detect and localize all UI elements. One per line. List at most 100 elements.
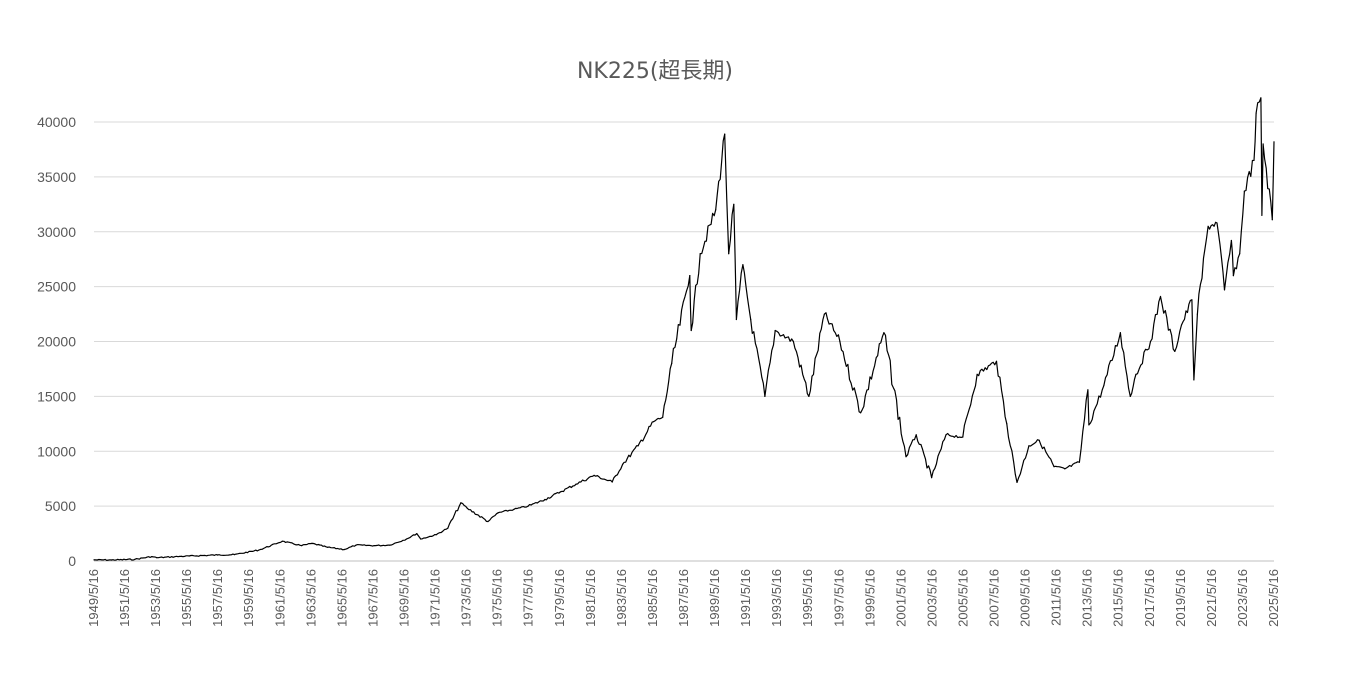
data-point — [1028, 445, 1030, 447]
y-tick-label: 20000 — [37, 334, 76, 350]
data-point — [1253, 159, 1255, 161]
y-tick-label: 0 — [68, 553, 76, 569]
data-point — [653, 421, 655, 423]
y-tick-label: 10000 — [37, 443, 76, 459]
data-point — [389, 544, 391, 546]
x-tick-label: 1993/5/16 — [769, 569, 784, 627]
data-point — [420, 538, 422, 540]
data-point — [497, 512, 499, 514]
x-tick-label: 1975/5/16 — [490, 569, 505, 627]
data-point — [110, 559, 113, 561]
data-point — [301, 545, 303, 547]
data-point — [233, 554, 235, 556]
data-point — [839, 340, 841, 343]
data-point — [945, 434, 947, 436]
x-tick-label: 1995/5/16 — [800, 569, 815, 627]
data-point — [671, 362, 673, 364]
y-tick-labels: 0 5000 10000 15000 20000 25000 30000 35000 40000 — [37, 114, 76, 569]
data-point — [735, 318, 738, 321]
data-point — [1207, 225, 1209, 227]
data-point — [343, 548, 345, 551]
x-tick-label: 1961/5/16 — [272, 569, 287, 627]
data-point — [575, 483, 577, 485]
x-tick-label: 1949/5/16 — [86, 569, 101, 627]
x-tick-label: 1967/5/16 — [365, 569, 380, 627]
grid-lines — [94, 121, 1274, 507]
data-point — [689, 275, 691, 277]
y-tick-label: 5000 — [45, 498, 76, 514]
data-point — [976, 373, 978, 375]
x-tick-label: 1977/5/16 — [521, 569, 536, 627]
x-tick-label: 1999/5/16 — [862, 569, 877, 627]
data-point — [435, 534, 437, 536]
x-tick-label: 1997/5/16 — [831, 569, 846, 627]
x-tick-label: 2017/5/16 — [1142, 569, 1157, 627]
data-point — [1180, 324, 1183, 326]
data-point — [1135, 373, 1137, 375]
data-point — [258, 549, 260, 551]
data-point — [1064, 468, 1066, 470]
data-point — [180, 555, 182, 558]
data-point — [217, 554, 219, 556]
data-point — [1193, 379, 1195, 381]
data-point — [1174, 350, 1176, 352]
data-point — [1191, 299, 1193, 301]
x-tick-label: 2023/5/16 — [1235, 569, 1250, 627]
data-point — [1260, 97, 1262, 99]
x-tick-label: 1991/5/16 — [738, 569, 753, 627]
data-point — [733, 203, 735, 205]
data-point — [593, 474, 595, 476]
data-point — [724, 133, 726, 135]
data-point — [1271, 219, 1273, 221]
data-point — [487, 520, 489, 523]
x-tick-label: 2001/5/16 — [893, 569, 908, 627]
data-point — [416, 533, 418, 535]
data-point — [915, 434, 917, 436]
data-point — [151, 556, 153, 558]
data-point — [622, 463, 624, 465]
x-tick-label: 1951/5/16 — [117, 569, 132, 627]
data-point — [466, 507, 468, 509]
data-point — [513, 508, 515, 510]
data-point — [774, 329, 776, 332]
data-point — [1087, 389, 1089, 391]
x-tick-label: 2019/5/16 — [1173, 569, 1188, 627]
data-point — [355, 544, 357, 546]
data-point — [792, 340, 795, 343]
data-point — [905, 456, 907, 458]
data-point — [281, 540, 283, 542]
data-point — [1239, 253, 1241, 255]
x-tick-label: 1959/5/16 — [241, 569, 256, 627]
data-point — [637, 445, 639, 447]
data-point — [327, 546, 329, 548]
x-tick-label: 1969/5/16 — [397, 569, 412, 627]
data-point — [373, 545, 375, 547]
data-point — [1243, 190, 1245, 192]
x-tick-label: 1971/5/16 — [428, 569, 443, 627]
y-tick-label: 25000 — [37, 279, 76, 295]
x-tick-label: 1953/5/16 — [148, 569, 163, 627]
data-point — [1273, 141, 1275, 143]
data-point — [460, 502, 462, 504]
x-tick-label: 1963/5/16 — [303, 569, 318, 627]
data-point — [860, 412, 862, 414]
data-point — [1119, 332, 1121, 334]
data-point — [728, 253, 730, 255]
chart-title: NK225(超長期) — [577, 59, 733, 84]
x-tick-label: 2007/5/16 — [987, 569, 1002, 627]
data-point — [1078, 461, 1080, 463]
data-point — [995, 360, 998, 362]
y-tick-label: 30000 — [37, 224, 76, 240]
data-point — [1232, 275, 1234, 277]
data-point — [1038, 439, 1040, 441]
data-point — [611, 481, 613, 483]
data-point — [699, 253, 701, 255]
data-point — [1196, 313, 1198, 315]
data-point — [1216, 222, 1218, 224]
data-point — [527, 505, 529, 507]
data-point — [1159, 295, 1162, 298]
x-tick-label: 1985/5/16 — [645, 569, 660, 627]
data-point — [1088, 424, 1090, 426]
x-tick-label: 1957/5/16 — [210, 569, 225, 627]
